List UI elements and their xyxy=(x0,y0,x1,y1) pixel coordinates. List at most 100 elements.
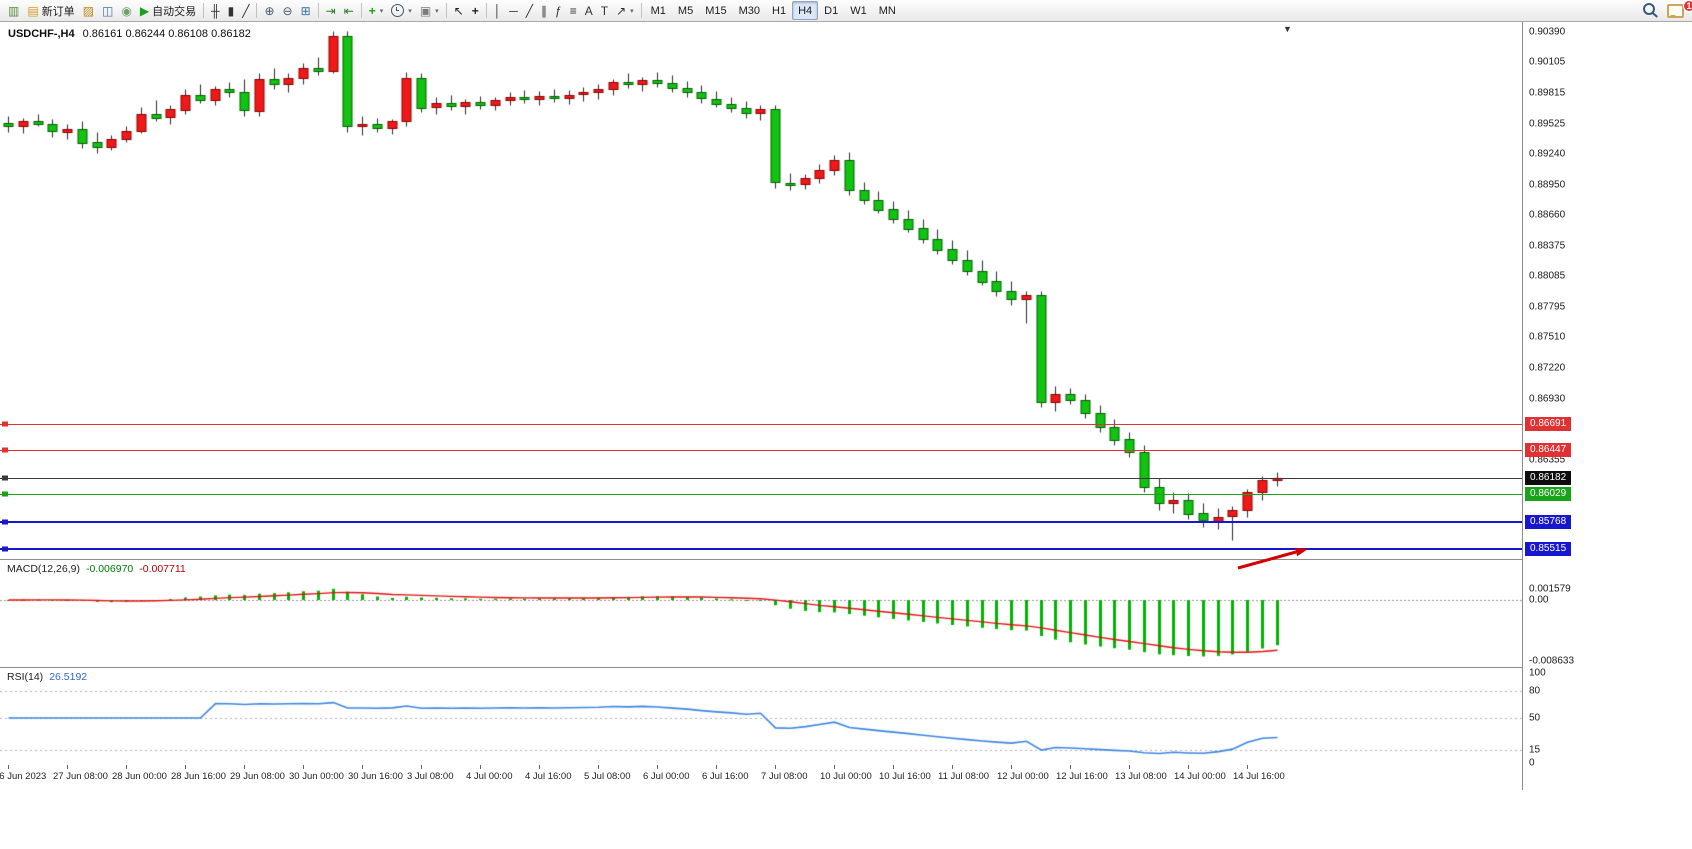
new-chart-button[interactable]: ▥ xyxy=(4,1,23,20)
zoom-out-button[interactable]: ⊖ xyxy=(279,1,297,20)
time-axis-tick xyxy=(834,765,835,769)
symbol-name: USDCHF-,H4 xyxy=(8,28,75,40)
panel-separator[interactable] xyxy=(0,667,1692,668)
timeframe-m30-button[interactable]: M30 xyxy=(733,1,766,20)
tile-windows-button[interactable]: ⊞ xyxy=(297,1,315,20)
candles-chart-button[interactable]: ▮ xyxy=(224,1,239,20)
chart-shift-icon: ⇤ xyxy=(343,3,354,18)
rsi-axis-label: 15 xyxy=(1529,744,1541,755)
rsi-canvas[interactable] xyxy=(0,668,1522,765)
timeframe-m15-button[interactable]: M15 xyxy=(699,1,732,20)
macd-main-value: -0.006970 xyxy=(85,563,134,575)
time-axis[interactable]: 26 Jun 2023 27 Jun 08:00 28 Jun 00:00 28 Ju… xyxy=(0,765,1522,790)
chart-shift-marker-icon[interactable]: ▼ xyxy=(1283,24,1292,34)
text-icon: A xyxy=(584,3,593,18)
toolbar-separator xyxy=(485,3,487,18)
chart-area[interactable]: USDCHF-,H4 0.86161 0.86244 0.86108 0.8618… xyxy=(0,22,1692,790)
auto-trading-button[interactable]: ▶ 自动交易 xyxy=(136,1,200,20)
resistance-line-2-handle xyxy=(2,447,8,453)
vertical-line-icon: │ xyxy=(493,3,502,18)
text-tool-button[interactable]: A xyxy=(581,1,597,20)
horizontal-line-button[interactable]: ─ xyxy=(505,1,522,20)
fibonacci-button[interactable]: ƒ xyxy=(551,1,566,20)
cursor-button[interactable]: ↖ xyxy=(450,1,468,20)
chart-profiles-button[interactable]: ▨ xyxy=(79,1,98,20)
resistance-line-1[interactable] xyxy=(0,421,1522,427)
timeframe-h1-button-label: H1 xyxy=(772,4,787,17)
clock-icon xyxy=(391,4,405,17)
toolbar-separator xyxy=(203,3,205,18)
search-button[interactable] xyxy=(1639,1,1663,20)
timeframe-h4-button-label: H4 xyxy=(798,4,813,17)
current-price-line[interactable] xyxy=(0,475,1522,481)
price-axis-label: 0.88950 xyxy=(1529,179,1566,191)
market-watch-button[interactable]: ◫ xyxy=(98,1,117,20)
time-axis-label: 14 Jul 00:00 xyxy=(1174,771,1226,782)
arrow-tool-icon: ↗ xyxy=(616,3,627,18)
macd-signal-value: -0.007711 xyxy=(139,563,186,575)
navigator-icon: ◉ xyxy=(121,3,132,18)
templates-button[interactable]: ▣ ▾ xyxy=(416,1,443,20)
objects-list-button[interactable]: ≡ xyxy=(566,1,581,20)
auto-scroll-button[interactable]: ⇥ xyxy=(322,1,340,20)
price-axis-label: 0.88660 xyxy=(1529,209,1566,221)
label-tool-button[interactable]: T xyxy=(597,1,612,20)
horizontal-line-icon: ─ xyxy=(509,3,518,18)
time-axis-tick xyxy=(1188,765,1189,769)
time-axis-tick xyxy=(67,765,68,769)
new-order-button[interactable]: ▤ 新订单 xyxy=(23,1,78,20)
timeframe-h4-button[interactable]: H4 xyxy=(792,1,819,20)
timeframe-mn-button-label: MN xyxy=(878,4,896,17)
time-axis-label: 30 Jun 00:00 xyxy=(289,771,344,782)
line-chart-button[interactable]: ╱ xyxy=(238,1,253,20)
time-axis-tick xyxy=(480,765,481,769)
vertical-line-button[interactable]: │ xyxy=(490,1,506,20)
support-line-blue-lower-price-badge: 0.85515 xyxy=(1525,542,1572,556)
time-axis-tick xyxy=(244,765,245,769)
trend-arrow-annotation[interactable] xyxy=(1230,540,1320,576)
ohlc-values: 0.86161 0.86244 0.86108 0.86182 xyxy=(82,28,251,40)
time-axis-label: 10 Jul 16:00 xyxy=(879,771,931,782)
navigator-button[interactable]: ◉ xyxy=(117,1,135,20)
trendline-button[interactable]: ╱ xyxy=(522,1,537,20)
rsi-label: RSI(14) 26.5192 xyxy=(7,671,93,683)
crosshair-button[interactable]: + xyxy=(468,1,483,20)
macd-canvas[interactable] xyxy=(0,560,1522,667)
timeframe-mn-button[interactable]: MN xyxy=(873,1,902,20)
timeframe-m5-button[interactable]: M5 xyxy=(672,1,699,20)
support-line-blue-upper-handle xyxy=(2,519,8,525)
channel-button[interactable]: ∥ xyxy=(537,1,551,20)
candlestick-canvas[interactable] xyxy=(0,22,1522,559)
toolbar: ▥ ▤ 新订单 ▨ ◫ ◉ ▶ 自动交易 ╫ ▮ ╱ ⊕ ⊖ ⊞ ⇥ ⇤ + ▾ ▾ ▣ ▾ ↖ + │ ─ ╱ ∥ ƒ ≡ A T ↗ ▾ M1… xyxy=(0,0,1692,22)
bars-chart-button[interactable]: ╫ xyxy=(207,1,224,20)
arrows-tool-button[interactable]: ↗ ▾ xyxy=(612,1,638,20)
indicators-button[interactable]: + ▾ xyxy=(365,1,388,20)
time-axis-tick xyxy=(893,765,894,769)
panel-separator[interactable] xyxy=(0,559,1692,560)
auto-trading-button-label: 自动交易 xyxy=(152,5,197,18)
support-line-blue-upper-price-badge: 0.85768 xyxy=(1525,515,1572,529)
support-line-blue-lower[interactable] xyxy=(0,546,1522,552)
profiles-icon: ▨ xyxy=(82,3,95,18)
auto-trading-play-icon: ▶ xyxy=(139,3,150,18)
zoom-in-button[interactable]: ⊕ xyxy=(260,1,278,20)
time-axis-tick xyxy=(8,765,9,769)
notifications-button[interactable]: 1 xyxy=(1663,0,1692,20)
resistance-line-2[interactable] xyxy=(0,447,1522,453)
timeframe-m1-button[interactable]: M1 xyxy=(645,1,672,20)
chart-shift-button[interactable]: ⇤ xyxy=(340,1,358,20)
timeframe-h1-button[interactable]: H1 xyxy=(766,1,792,20)
periods-button[interactable]: ▾ xyxy=(387,1,416,20)
rsi-axis-label: 50 xyxy=(1529,712,1541,724)
cursor-icon: ↖ xyxy=(453,3,464,18)
rsi-axis-label: 0 xyxy=(1529,757,1535,769)
time-axis-tick xyxy=(775,765,776,769)
timeframe-w1-button[interactable]: W1 xyxy=(844,1,873,20)
support-line-green[interactable] xyxy=(0,491,1522,497)
time-axis-tick xyxy=(539,765,540,769)
time-axis-tick xyxy=(126,765,127,769)
timeframe-d1-button[interactable]: D1 xyxy=(818,1,844,20)
price-axis[interactable]: 0.90390 0.90105 0.89815 0.89525 0.89240 0.889… xyxy=(1522,22,1692,790)
support-line-blue-upper[interactable] xyxy=(0,519,1522,525)
